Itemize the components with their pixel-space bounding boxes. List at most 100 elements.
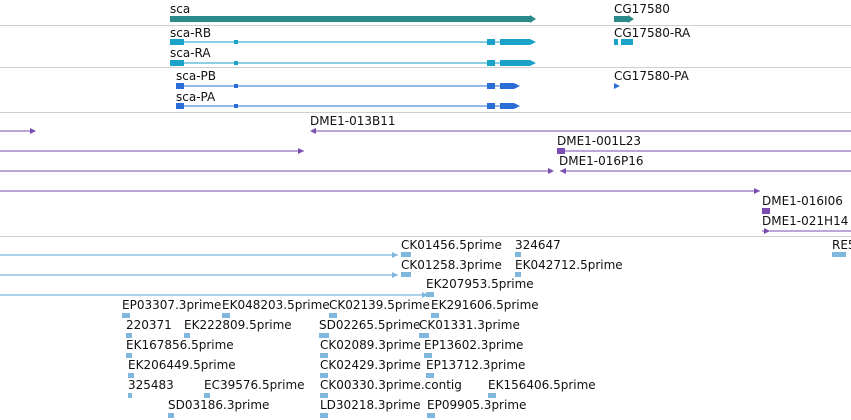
est-box[interactable] xyxy=(427,413,435,418)
est-box[interactable] xyxy=(122,313,130,318)
est-label[interactable]: SD02265.5prime xyxy=(319,318,421,332)
est-label[interactable]: 220371 xyxy=(126,318,172,332)
transcript-sca-pb-exon[interactable] xyxy=(234,84,238,88)
est-label[interactable]: LD30218.3prime xyxy=(320,398,421,412)
clone-label-dme1-001l23[interactable]: DME1-001L23 xyxy=(557,134,641,148)
est-box[interactable] xyxy=(515,272,521,277)
est-box[interactable] xyxy=(426,373,434,378)
est-box[interactable] xyxy=(329,313,337,318)
transcript-sca-pa-exon[interactable] xyxy=(487,103,495,109)
est-box[interactable] xyxy=(832,252,846,257)
clone-arrow-dme1-013b11[interactable] xyxy=(310,128,316,134)
est-label[interactable]: CK02429.3prime xyxy=(320,358,421,372)
est-box[interactable] xyxy=(126,333,132,338)
clone-arrow-dme1-016p16[interactable] xyxy=(560,168,566,174)
est-box[interactable] xyxy=(431,313,439,318)
transcript-sca-pb-exon[interactable] xyxy=(487,83,495,89)
est-label[interactable]: 325483 xyxy=(128,378,174,392)
est-box[interactable] xyxy=(320,353,328,358)
est-box[interactable] xyxy=(419,333,429,338)
est-label[interactable]: EK156406.5prime xyxy=(488,378,596,392)
est-label[interactable]: CK02089.3prime xyxy=(320,338,421,352)
est-label[interactable]: EK042712.5prime xyxy=(515,258,623,272)
est-box[interactable] xyxy=(168,413,174,418)
transcript-sca-pb-arrow[interactable] xyxy=(514,83,520,89)
transcript-sca-pa-arrow[interactable] xyxy=(514,103,520,109)
est-label[interactable]: EK206449.5prime xyxy=(128,358,236,372)
gene-bar-sca[interactable] xyxy=(170,16,530,22)
transcript-sca-rb-exon[interactable] xyxy=(500,39,530,45)
est-box[interactable] xyxy=(222,313,230,318)
clone-arrow[interactable] xyxy=(298,148,304,154)
clone-end-dme1-016i06[interactable] xyxy=(762,208,770,214)
est-box[interactable] xyxy=(424,353,432,358)
est-box[interactable] xyxy=(320,393,328,398)
est-box[interactable] xyxy=(488,393,496,398)
est-arrow[interactable] xyxy=(392,252,398,258)
transcript-sca-rb-exon[interactable] xyxy=(234,40,238,44)
transcript-sca-pa-exon[interactable] xyxy=(234,104,238,108)
gene-label-cg17580[interactable]: CG17580 xyxy=(614,2,670,16)
est-box[interactable] xyxy=(204,393,210,398)
est-box[interactable] xyxy=(515,252,521,257)
gene-label-sca[interactable]: sca xyxy=(170,2,191,16)
transcript-sca-pb-exon[interactable] xyxy=(500,83,514,89)
est-label[interactable]: CK02139.5prime xyxy=(329,298,430,312)
est-label[interactable]: EK207953.5prime xyxy=(426,277,534,291)
est-box[interactable] xyxy=(320,413,328,418)
est-box[interactable] xyxy=(128,373,134,378)
est-box[interactable] xyxy=(426,292,434,297)
clone-label-dme1-016i06[interactable]: DME1-016I06 xyxy=(762,194,843,208)
transcript-label-sca-pa[interactable]: sca-PA xyxy=(176,90,216,104)
est-box[interactable] xyxy=(320,373,328,378)
est-box[interactable] xyxy=(128,393,132,398)
est-label[interactable]: EK048203.5prime xyxy=(222,298,330,312)
transcript-sca-pb-exon[interactable] xyxy=(176,83,184,89)
transcript-cg17580-ra-exon[interactable] xyxy=(621,39,633,45)
transcript-label-sca-rb[interactable]: sca-RB xyxy=(170,26,212,40)
est-box[interactable] xyxy=(401,272,411,277)
est-label[interactable]: EK222809.5prime xyxy=(184,318,292,332)
clone-label-dme1-021h14[interactable]: DME1-021H14 xyxy=(762,214,849,228)
transcript-sca-rb-arrow[interactable] xyxy=(530,39,536,45)
est-label[interactable]: CK00330.3prime.contig xyxy=(320,378,462,392)
est-arrow[interactable] xyxy=(392,272,398,278)
est-label[interactable]: CK01456.5prime xyxy=(401,238,502,252)
est-box[interactable] xyxy=(184,333,190,338)
est-label[interactable]: SD03186.3prime xyxy=(168,398,270,412)
est-label[interactable]: EP03307.3prime xyxy=(122,298,222,312)
est-label[interactable]: EK167856.5prime xyxy=(126,338,234,352)
transcript-sca-pa-exon[interactable] xyxy=(500,103,514,109)
transcript-sca-ra-exon[interactable] xyxy=(500,60,530,66)
est-label[interactable]: EP13602.3prime xyxy=(424,338,524,352)
est-label[interactable]: RE5 xyxy=(832,238,851,252)
est-label[interactable]: EC39576.5prime xyxy=(204,378,305,392)
transcript-label-cg17580-ra[interactable]: CG17580-RA xyxy=(614,26,691,40)
transcript-sca-ra-arrow[interactable] xyxy=(530,60,536,66)
transcript-sca-pa-exon[interactable] xyxy=(176,103,184,109)
transcript-label-sca-pb[interactable]: sca-PB xyxy=(176,69,217,83)
est-box[interactable] xyxy=(319,333,329,338)
clone-arrow-dme1-021h14[interactable] xyxy=(764,228,770,234)
transcript-sca-rb-exon[interactable] xyxy=(170,39,184,45)
est-box[interactable] xyxy=(401,252,411,257)
transcript-cg17580-ra-exon[interactable] xyxy=(614,39,618,45)
transcript-label-cg17580-pa[interactable]: CG17580-PA xyxy=(614,69,689,83)
est-box[interactable] xyxy=(126,353,132,358)
est-label[interactable]: EP13712.3prime xyxy=(426,358,526,372)
transcript-cg17580-pa-arrow[interactable] xyxy=(614,83,620,89)
est-label[interactable]: CK01331.3prime xyxy=(419,318,520,332)
transcript-sca-ra-exon[interactable] xyxy=(234,61,238,65)
transcript-sca-ra-exon[interactable] xyxy=(170,60,184,66)
est-label[interactable]: EK291606.5prime xyxy=(431,298,539,312)
est-label[interactable]: 324647 xyxy=(515,238,561,252)
gene-arrow-cg17580[interactable] xyxy=(628,15,634,23)
clone-arrow[interactable] xyxy=(30,128,36,134)
transcript-sca-rb-exon[interactable] xyxy=(487,39,495,45)
est-label[interactable]: CK01258.3prime xyxy=(401,258,502,272)
gene-bar-cg17580[interactable] xyxy=(614,16,628,22)
clone-end-dme1-001l23[interactable] xyxy=(557,148,565,154)
clone-label-dme1-016p16[interactable]: DME1-016P16 xyxy=(559,154,644,168)
clone-arrow[interactable] xyxy=(548,168,554,174)
gene-arrow-sca[interactable] xyxy=(530,15,536,23)
